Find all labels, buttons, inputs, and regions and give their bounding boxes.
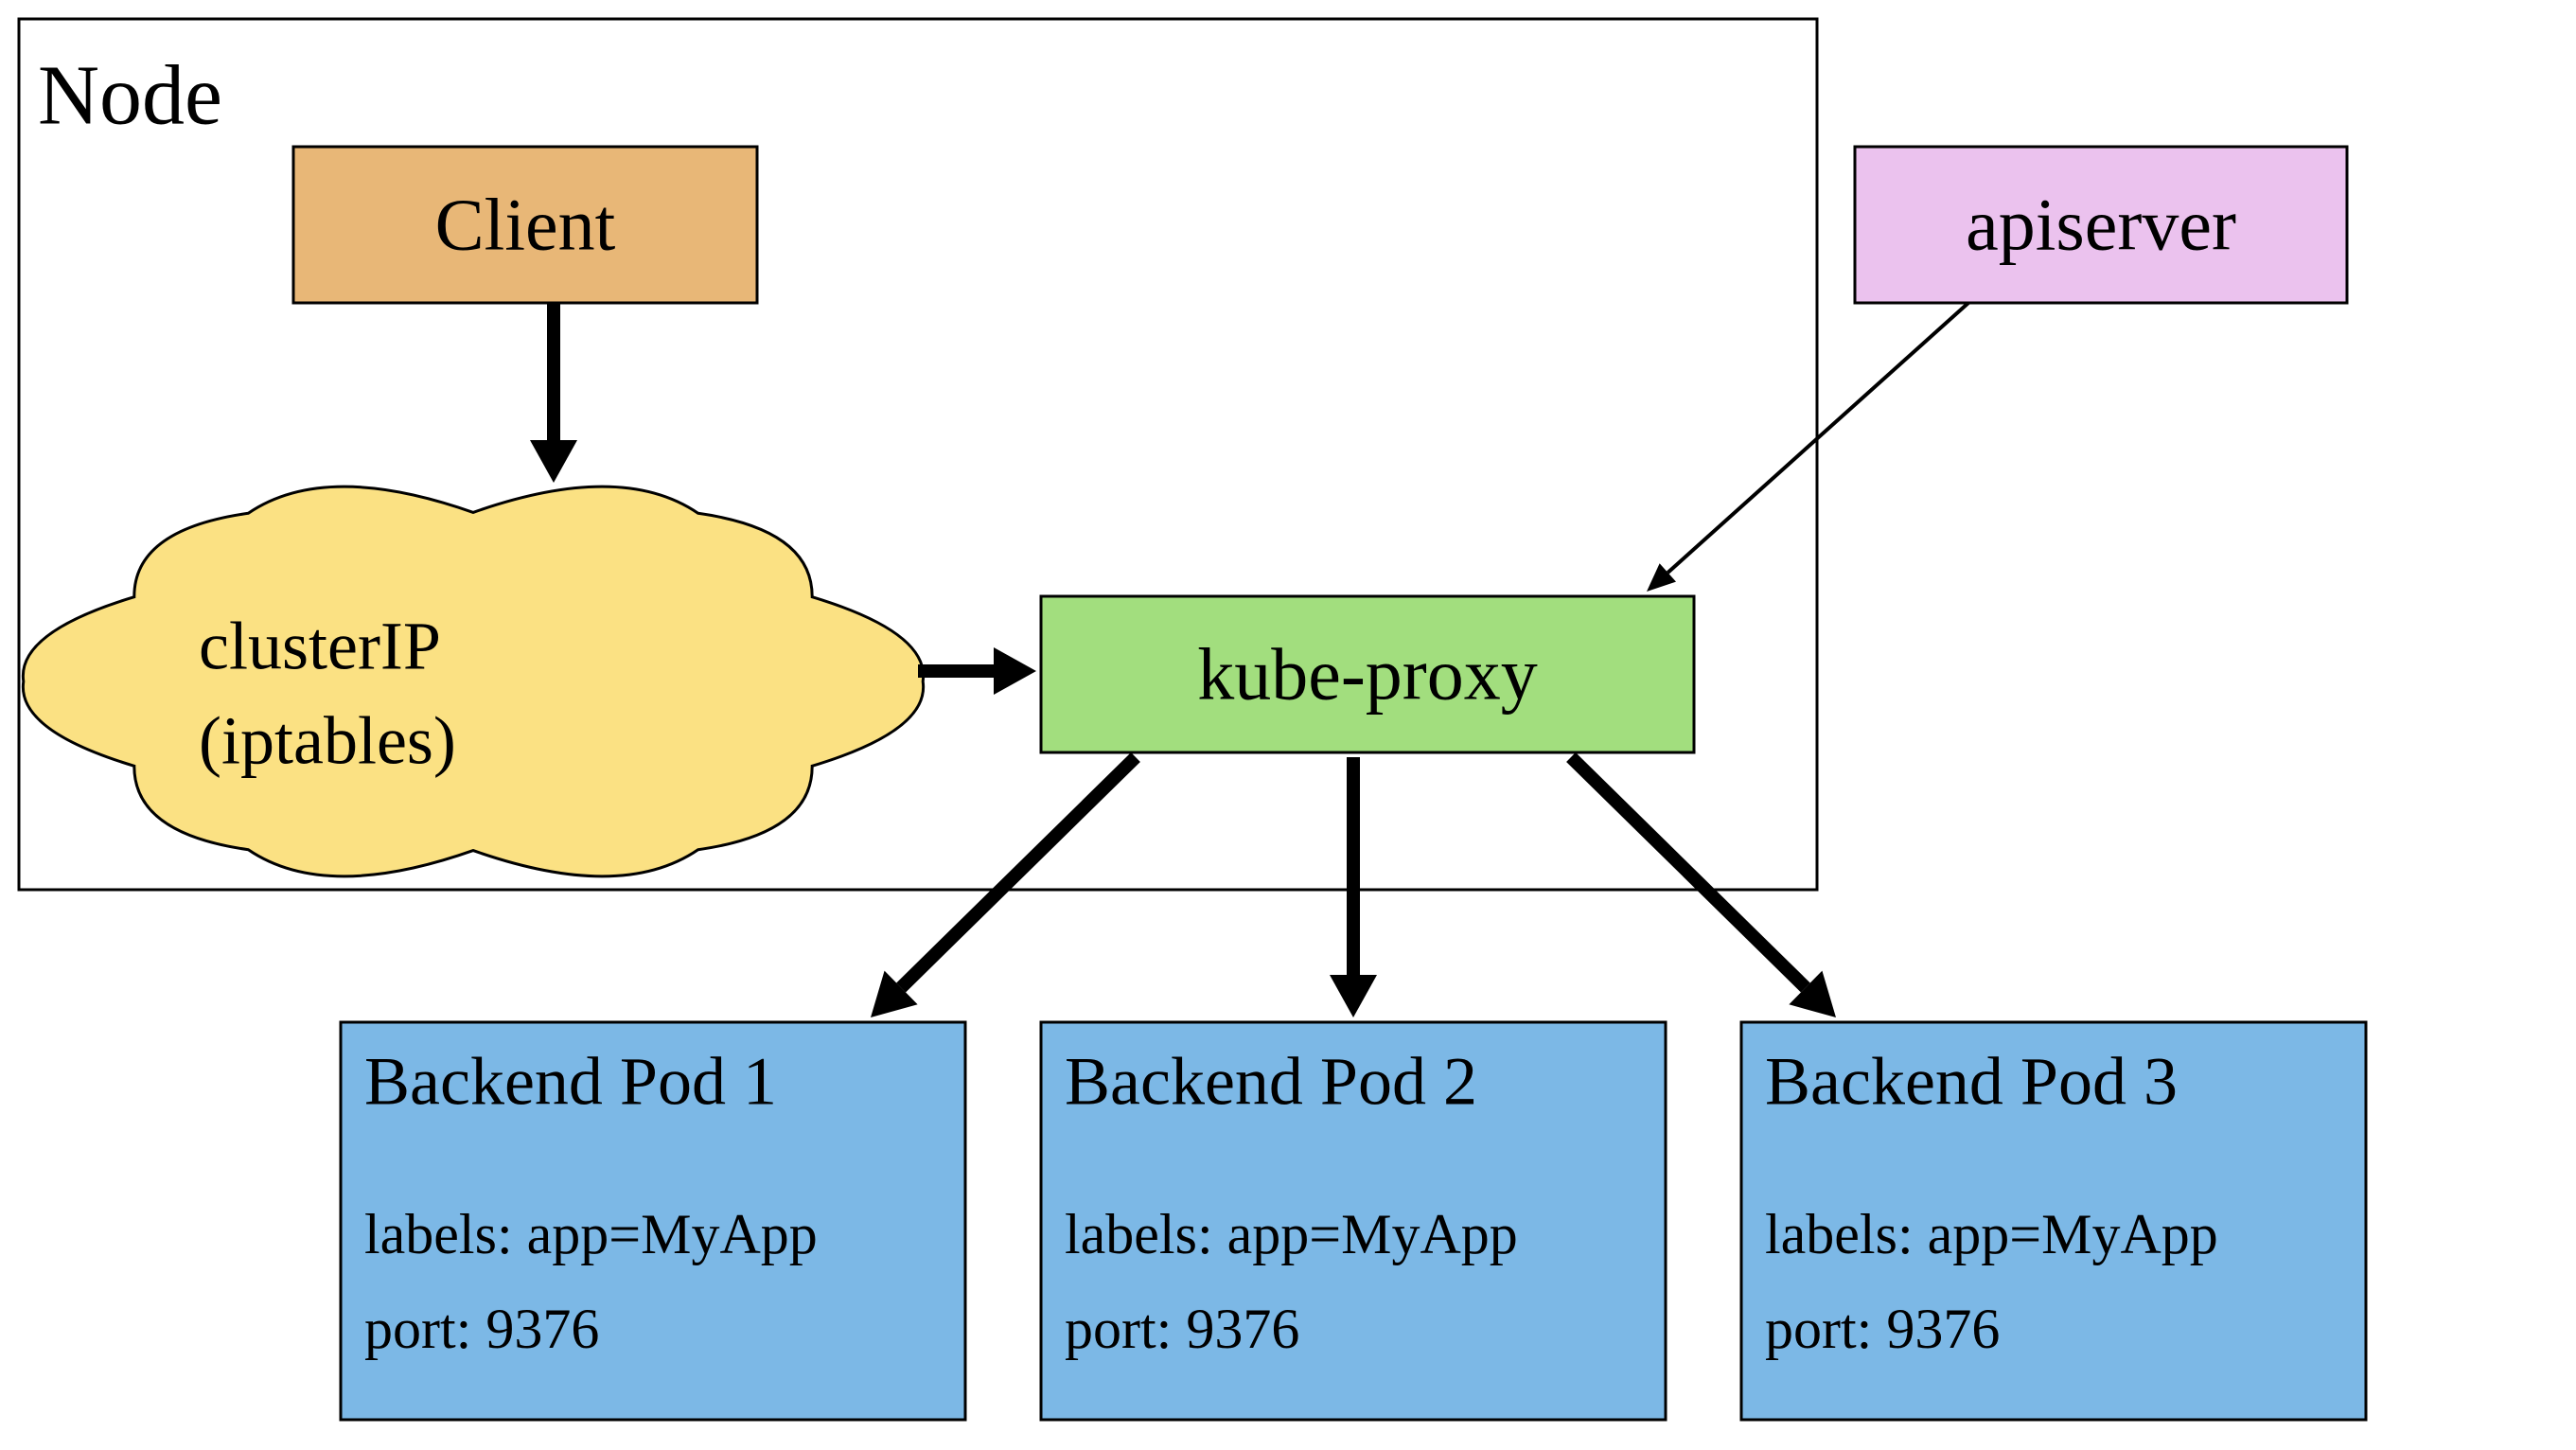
backend-pod-title-3: Backend Pod 3 [1765,1044,2178,1120]
backend-pod-port-2: port: 9376 [1065,1298,1299,1360]
apiserver-label: apiserver [1966,183,2236,265]
backend-pod-port-1: port: 9376 [364,1298,599,1360]
diagram-root: Node Client apiserver clusterIP (iptables) ku… [0,0,2576,1450]
clusterip-line2: (iptables) [199,703,456,779]
backend-pod-labels-1: labels: app=MyApp [364,1203,818,1265]
clusterip-line1: clusterIP [199,609,441,684]
node-label: Node [38,49,222,143]
diagram-svg: Node Client apiserver clusterIP (iptables) ku… [0,0,2576,1450]
client-label: Client [435,183,616,265]
backend-pod-labels-2: labels: app=MyApp [1065,1203,1518,1265]
kubeproxy-label: kube-proxy [1197,632,1538,715]
backend-pod-title-2: Backend Pod 2 [1065,1044,1477,1120]
backend-pod-port-3: port: 9376 [1765,1298,2000,1360]
backend-pod-title-1: Backend Pod 1 [364,1044,777,1120]
clusterip-cloud [23,486,923,876]
backend-pod-labels-3: labels: app=MyApp [1765,1203,2218,1265]
